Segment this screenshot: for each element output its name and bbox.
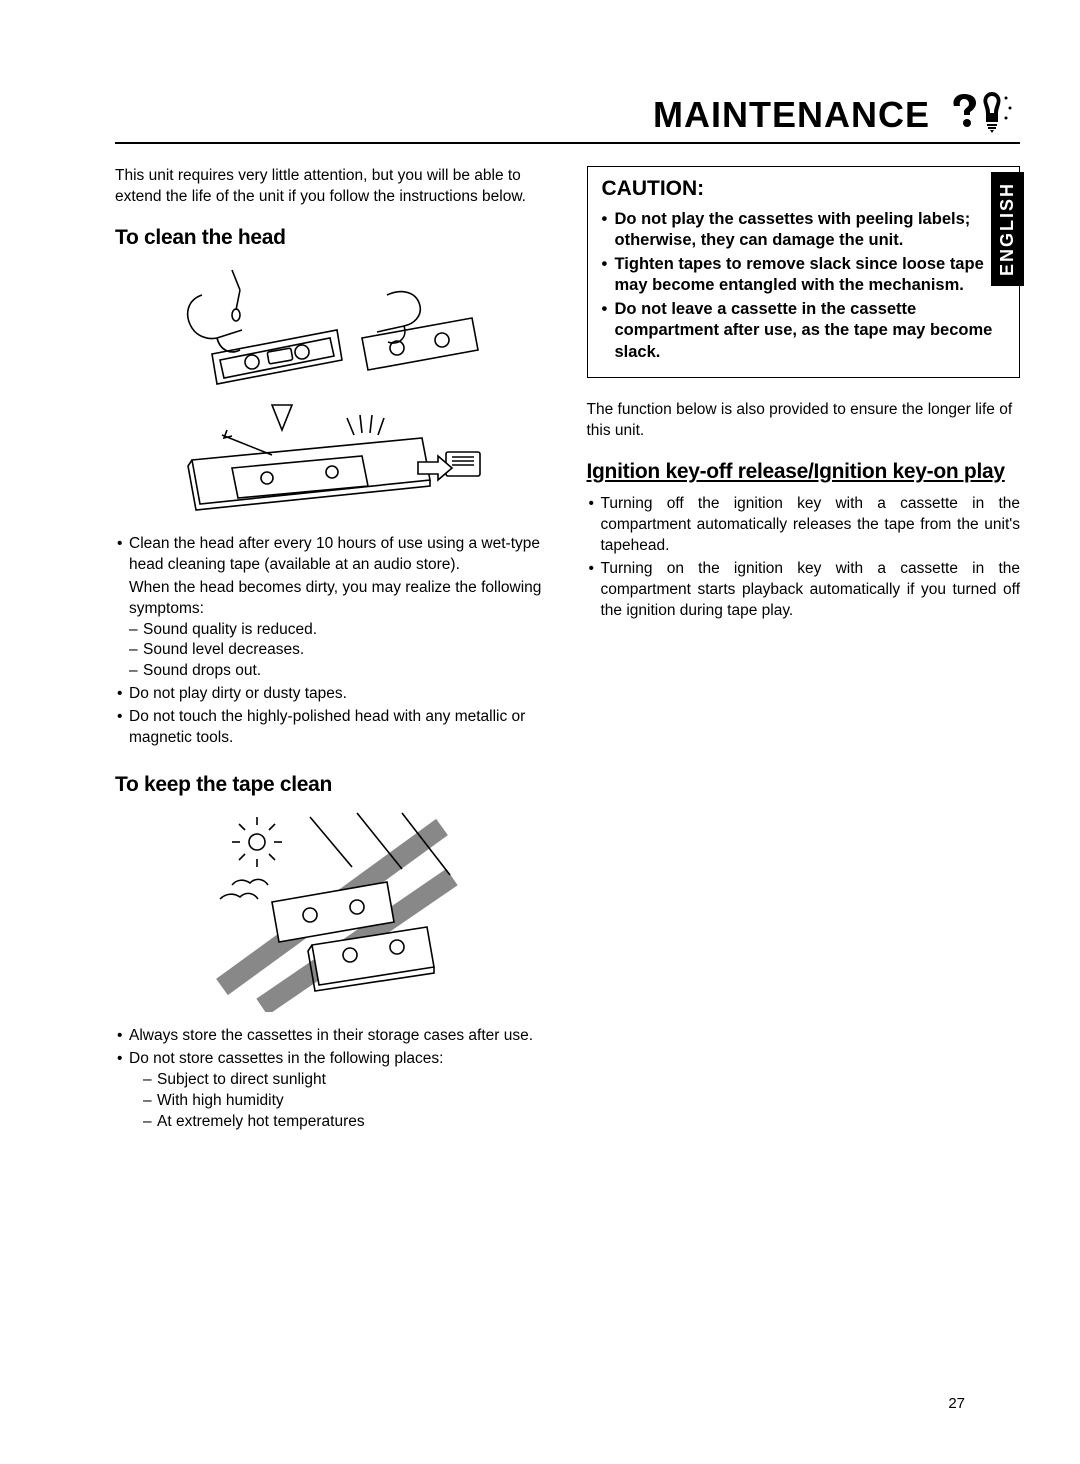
list-item: Sound quality is reduced.: [129, 620, 549, 641]
clean-head-bullets: Clean the head after every 10 hours of u…: [115, 534, 549, 749]
list-item: Sound drops out.: [129, 661, 549, 682]
caution-list: Do not play the cassettes with peeling l…: [602, 209, 1006, 363]
list-item: Always store the cassettes in their stor…: [115, 1026, 549, 1047]
keep-tape-bullets: Always store the cassettes in their stor…: [115, 1026, 549, 1133]
list-item: Turning on the ignition key with a casse…: [587, 559, 1021, 622]
function-intro: The function below is also provided to e…: [587, 400, 1021, 442]
question-bulb-icon: [950, 90, 1020, 134]
list-item: Do not touch the highly-polished head wi…: [115, 707, 549, 749]
keep-tape-clean-heading: To keep the tape clean: [115, 773, 549, 797]
left-column: This unit requires very little attention…: [115, 166, 549, 1135]
intro-paragraph: This unit requires very little attention…: [115, 166, 549, 208]
list-item: Do not play the cassettes with peeling l…: [602, 209, 1006, 252]
content-columns: This unit requires very little attention…: [115, 166, 1020, 1135]
page-number: 27: [948, 1395, 965, 1412]
symptom-intro: When the head becomes dirty, you may rea…: [129, 578, 549, 620]
right-column: CAUTION: Do not play the cassettes with …: [587, 166, 1021, 1135]
ignition-bullets: Turning off the ignition key with a cass…: [587, 494, 1021, 622]
clean-head-figure: [115, 260, 549, 520]
caution-title: CAUTION:: [602, 177, 1006, 201]
symptom-list: Sound quality is reduced. Sound level de…: [129, 620, 549, 683]
bullet-text: Do not store cassettes in the following …: [129, 1050, 443, 1067]
list-item: Do not leave a cassette in the cassette …: [602, 299, 1006, 363]
bullet-text: Clean the head after every 10 hours of u…: [129, 535, 540, 573]
clean-head-heading: To clean the head: [115, 226, 549, 250]
list-item: Tighten tapes to remove slack since loos…: [602, 254, 1006, 297]
caution-box: CAUTION: Do not play the cassettes with …: [587, 166, 1021, 378]
list-item: Do not play dirty or dusty tapes.: [115, 684, 549, 705]
list-item: Subject to direct sunlight: [143, 1070, 549, 1091]
keep-tape-clean-figure: [115, 807, 549, 1012]
list-item: Sound level decreases.: [129, 640, 549, 661]
page-header: MAINTENANCE: [115, 90, 1020, 144]
list-item: Turning off the ignition key with a cass…: [587, 494, 1021, 557]
page-title: MAINTENANCE: [653, 94, 930, 136]
storage-conditions: Subject to direct sunlight With high hum…: [129, 1070, 549, 1133]
list-item: Do not store cassettes in the following …: [115, 1049, 549, 1133]
list-item: With high humidity: [143, 1091, 549, 1112]
list-item: At extremely hot temperatures: [143, 1112, 549, 1133]
list-item: Clean the head after every 10 hours of u…: [115, 534, 549, 682]
ignition-heading: Ignition key-off release/Ignition key-on…: [587, 460, 1021, 484]
header-icons: [950, 90, 1020, 136]
